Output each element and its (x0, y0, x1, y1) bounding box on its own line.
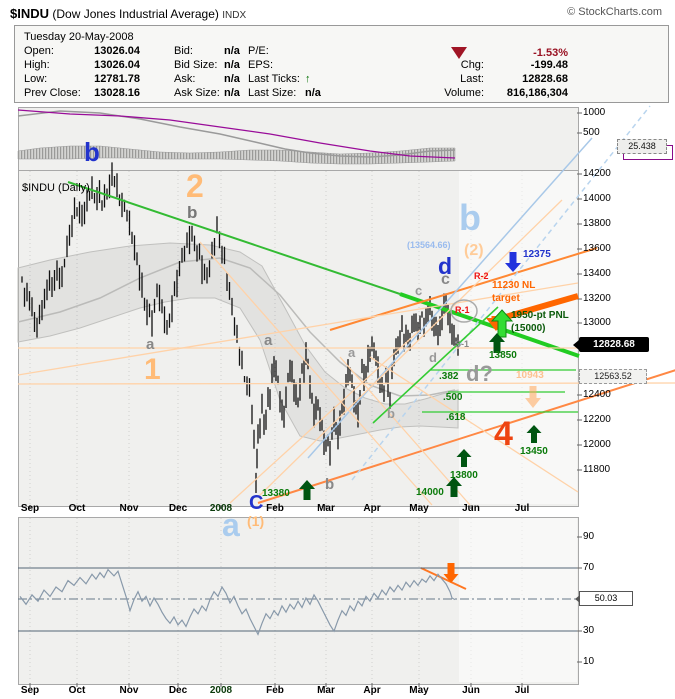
volume-ma-value-box: 25.438 (617, 139, 667, 154)
y-axis-label: 13600 (583, 243, 611, 254)
y-axis-label: 500 (583, 127, 600, 138)
x-axis-label: Jun (462, 685, 480, 696)
quote-label: Prev Close: (24, 87, 81, 99)
quote-label: Bid Size: (174, 59, 218, 71)
ticker-exchange: INDX (222, 10, 247, 21)
main-price-panel (18, 170, 579, 507)
quote-label: Volume: (444, 87, 484, 99)
y-axis-label: 1000 (583, 107, 606, 118)
percent-change: -1.53% (533, 47, 568, 59)
quote-label: High: (24, 59, 50, 71)
x-axis-label: Oct (68, 685, 86, 696)
volume-ma-panel (18, 107, 579, 171)
quote-value: n/a (224, 87, 240, 99)
last-price-box: 12828.68 (573, 337, 649, 352)
quote-value: n/a (305, 87, 321, 99)
quote-label: Open: (24, 45, 54, 57)
quote-value: 13028.16 (94, 87, 140, 99)
y-axis-label: 13800 (583, 218, 611, 229)
y-axis-label: 13400 (583, 268, 611, 279)
y-axis-label: 90 (583, 531, 595, 542)
copyright-label: © StockCharts.com (567, 6, 662, 18)
x-axis-label: Sep (20, 685, 40, 696)
secondary-level-box: 12563.52 (579, 369, 647, 384)
x-axis-label: Nov (119, 685, 139, 696)
x-axis-label: Dec (168, 685, 188, 696)
y-axis-label: 14000 (583, 193, 611, 204)
quote-value: n/a (224, 45, 240, 57)
volume-ma-prev-box (623, 145, 673, 160)
quote-label: EPS: (248, 59, 274, 71)
quote-value: n/a (224, 59, 240, 71)
quote-value: 13026.04 (94, 59, 140, 71)
quote-value: -199.48 (530, 59, 568, 71)
quote-value: 12781.78 (94, 73, 140, 85)
quote-value: 12828.68 (522, 73, 568, 85)
x-axis-label: May (409, 685, 429, 696)
ticker-name: (Dow Jones Industrial Average) (52, 7, 219, 21)
quote-label: Last: (460, 73, 484, 85)
y-axis-label: 11800 (583, 464, 611, 475)
down-triangle-icon (451, 47, 467, 59)
x-axis-label: Mar (317, 685, 335, 696)
y-axis-label: 12000 (583, 439, 611, 450)
y-axis-label: 14200 (583, 168, 611, 179)
y-axis-label: 12400 (583, 389, 611, 400)
rsi-value-box: 50.03 (575, 591, 633, 606)
x-axis-label: Jul (514, 685, 530, 696)
y-axis-label: 70 (583, 562, 595, 573)
x-axis-label: 2008 (209, 685, 233, 696)
y-axis-label: 30 (583, 625, 595, 636)
quote-date: Tuesday 20-May-2008 (24, 31, 134, 43)
y-axis-label: 12200 (583, 414, 611, 425)
y-axis-label: 10 (583, 656, 595, 667)
quote-label: P/E: (248, 45, 269, 57)
quote-summary-box (14, 25, 669, 103)
ticker-symbol: $INDU (10, 6, 50, 21)
quote-label: Chg: (460, 59, 484, 71)
last-ticks-up-icon: ↑ (305, 73, 311, 85)
quote-label: Ask Size: (174, 87, 220, 99)
x-axis-label: Feb (266, 685, 284, 696)
rsi-panel (18, 517, 579, 685)
quote-label: Ask: (174, 73, 196, 85)
quote-value: n/a (224, 73, 240, 85)
quote-value: 816,186,304 (506, 87, 568, 99)
quote-label: Last Size: (248, 87, 297, 99)
y-axis-label: 13200 (583, 293, 611, 304)
quote-label: Low: (24, 73, 48, 85)
quote-label: Bid: (174, 45, 193, 57)
quote-label: Last Ticks: (248, 73, 300, 85)
x-axis-label: Apr (363, 685, 381, 696)
quote-value: 13026.04 (94, 45, 140, 57)
chart-title: $INDU (Dow Jones Industrial Average) IND… (10, 6, 670, 22)
y-axis-label: 13000 (583, 317, 611, 328)
